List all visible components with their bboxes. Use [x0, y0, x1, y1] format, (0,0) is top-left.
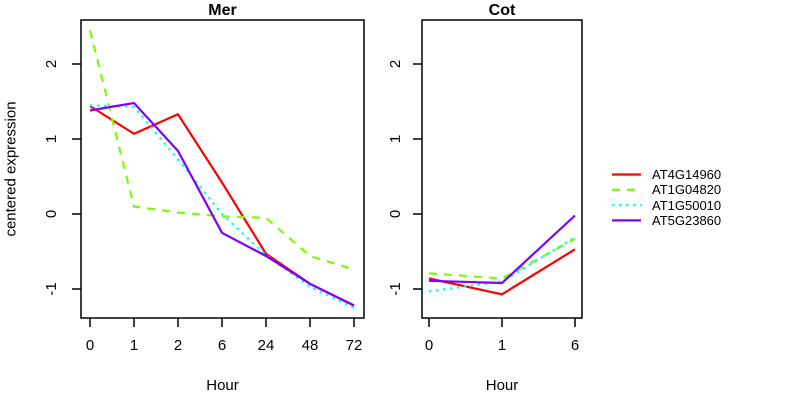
legend-label: AT1G50010 [652, 198, 722, 213]
legend-label: AT4G14960 [652, 167, 722, 182]
x-tick-label: 6 [217, 337, 227, 354]
x-tick-label: 1 [129, 337, 139, 354]
panel-title-cot: Cot [488, 2, 516, 19]
legend-label: AT1G04820 [652, 182, 722, 197]
x-tick-label: 48 [301, 337, 319, 354]
legend-label: AT5G23860 [652, 213, 722, 228]
y-axis-label: centered expression [2, 101, 20, 237]
y-tick-label: 2 [387, 59, 404, 69]
y-tick-label: 1 [387, 134, 404, 144]
x-axis-label-cot: Hour [485, 377, 519, 394]
x-tick-label: 72 [345, 337, 363, 354]
y-tick-label: -1 [387, 282, 404, 296]
x-tick-label: 2 [173, 337, 183, 354]
y-tick-label: 2 [43, 59, 60, 69]
y-tick-label: 1 [43, 134, 60, 144]
x-tick-label: 1 [497, 337, 507, 354]
y-tick-label: -1 [43, 282, 60, 296]
y-tick-label: 0 [43, 209, 60, 219]
x-tick-label: 6 [570, 337, 580, 354]
x-tick-label: 24 [257, 337, 275, 354]
x-tick-label: 0 [424, 337, 434, 354]
panel-title-mer: Mer [208, 2, 237, 19]
x-tick-label: 0 [85, 337, 95, 354]
x-axis-label-mer: Hour [206, 377, 239, 394]
y-tick-label: 0 [387, 209, 404, 219]
